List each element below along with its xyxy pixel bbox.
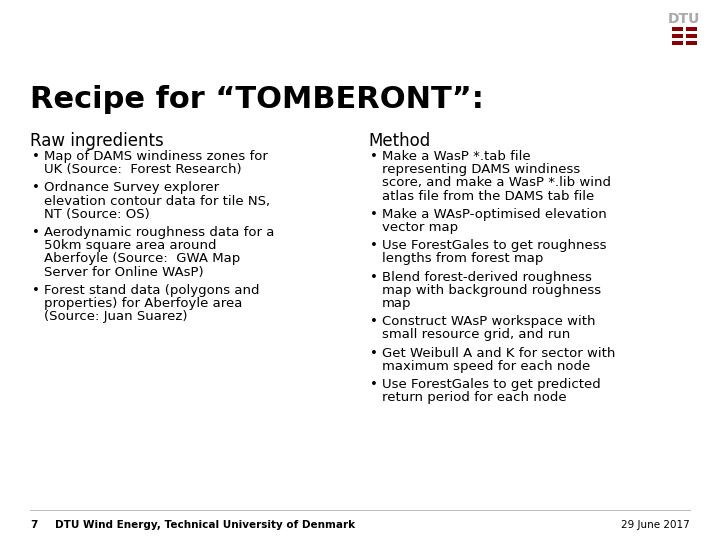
Text: lengths from forest map: lengths from forest map (382, 252, 544, 265)
Text: •: • (370, 347, 378, 360)
Text: return period for each node: return period for each node (382, 391, 567, 404)
Text: Map of DAMS windiness zones for: Map of DAMS windiness zones for (44, 150, 268, 163)
Text: Method: Method (368, 132, 431, 150)
Text: Get Weibull A and K for sector with: Get Weibull A and K for sector with (382, 347, 616, 360)
Text: UK (Source:  Forest Research): UK (Source: Forest Research) (44, 163, 242, 176)
Text: •: • (370, 378, 378, 391)
Text: vector map: vector map (382, 221, 458, 234)
Text: •: • (32, 284, 40, 297)
Text: •: • (370, 150, 378, 163)
Text: Construct WAsP workspace with: Construct WAsP workspace with (382, 315, 595, 328)
Text: •: • (32, 181, 40, 194)
Text: 50km square area around: 50km square area around (44, 239, 217, 252)
Text: DTU: DTU (667, 12, 700, 26)
Text: Blend forest-derived roughness: Blend forest-derived roughness (382, 271, 592, 284)
Text: •: • (370, 315, 378, 328)
Text: representing DAMS windiness: representing DAMS windiness (382, 163, 580, 176)
Text: small resource grid, and run: small resource grid, and run (382, 328, 570, 341)
Text: •: • (32, 226, 40, 239)
Bar (672, 34, 683, 38)
Text: score, and make a WasP *.lib wind: score, and make a WasP *.lib wind (382, 177, 611, 190)
Text: Raw ingredients: Raw ingredients (30, 132, 163, 150)
Text: Ordnance Survey explorer: Ordnance Survey explorer (44, 181, 219, 194)
Text: map with background roughness: map with background roughness (382, 284, 601, 297)
Text: map: map (382, 297, 412, 310)
Text: properties) for Aberfoyle area: properties) for Aberfoyle area (44, 297, 243, 310)
Text: •: • (32, 150, 40, 163)
Text: •: • (370, 239, 378, 252)
Bar (686, 34, 697, 38)
Bar (686, 41, 697, 45)
Text: Use ForestGales to get predicted: Use ForestGales to get predicted (382, 378, 600, 391)
Text: 29 June 2017: 29 June 2017 (621, 520, 690, 530)
Text: NT (Source: OS): NT (Source: OS) (44, 208, 150, 221)
Text: Forest stand data (polygons and: Forest stand data (polygons and (44, 284, 259, 297)
Text: Make a WasP *.tab file: Make a WasP *.tab file (382, 150, 531, 163)
Bar (672, 41, 683, 45)
Text: elevation contour data for tile NS,: elevation contour data for tile NS, (44, 194, 270, 207)
Text: Make a WAsP-optimised elevation: Make a WAsP-optimised elevation (382, 208, 607, 221)
Text: maximum speed for each node: maximum speed for each node (382, 360, 590, 373)
Text: •: • (370, 271, 378, 284)
Text: Recipe for “TOMBERONT”:: Recipe for “TOMBERONT”: (30, 85, 484, 114)
Text: •: • (370, 208, 378, 221)
Text: (Source: Juan Suarez): (Source: Juan Suarez) (44, 310, 187, 323)
Text: Aerodynamic roughness data for a: Aerodynamic roughness data for a (44, 226, 274, 239)
Text: Aberfoyle (Source:  GWA Map: Aberfoyle (Source: GWA Map (44, 252, 240, 265)
Text: Use ForestGales to get roughness: Use ForestGales to get roughness (382, 239, 606, 252)
Text: DTU Wind Energy, Technical University of Denmark: DTU Wind Energy, Technical University of… (55, 520, 355, 530)
Bar (672, 27, 683, 31)
Text: 7: 7 (30, 520, 37, 530)
Text: Server for Online WAsP): Server for Online WAsP) (44, 266, 204, 279)
Bar (686, 27, 697, 31)
Text: atlas file from the DAMS tab file: atlas file from the DAMS tab file (382, 190, 594, 202)
